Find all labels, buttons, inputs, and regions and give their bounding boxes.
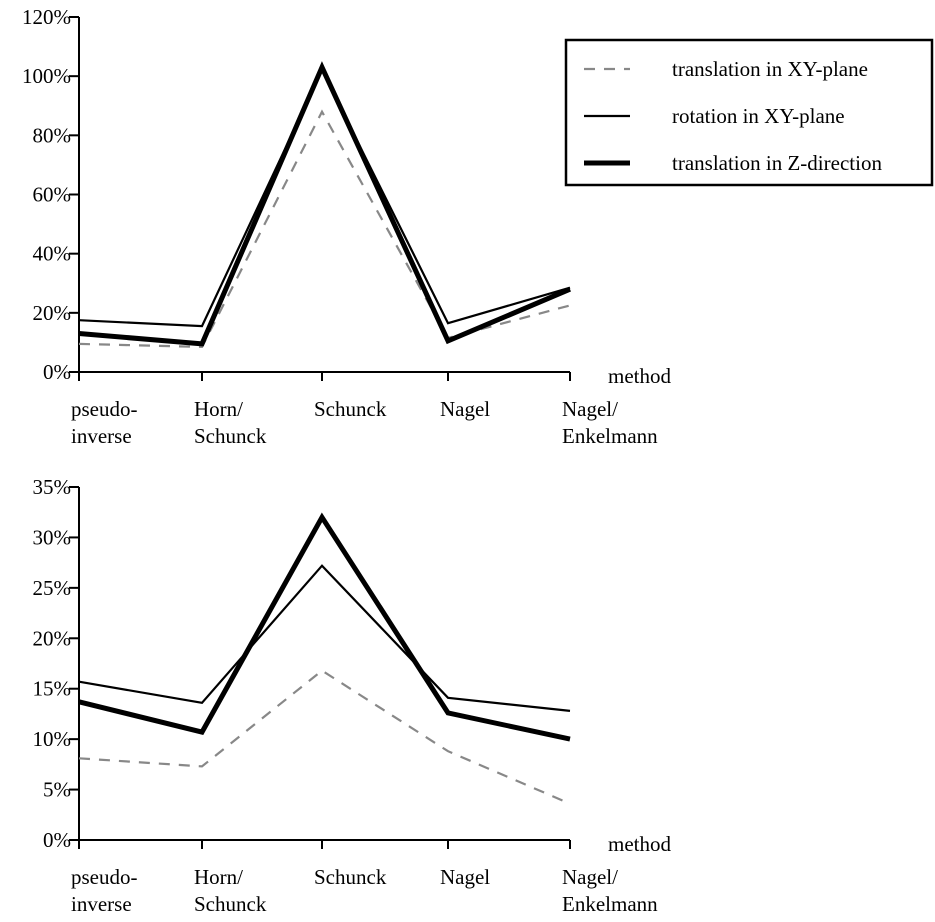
y-tick-label: 80% xyxy=(33,123,72,147)
y-tick-label: 30% xyxy=(33,525,72,549)
y-tick-label: 35% xyxy=(33,475,72,499)
series-line-thick xyxy=(78,512,571,742)
x-category-label: Nagel xyxy=(440,865,490,889)
legend: translation in XY-plane rotation in XY-pl… xyxy=(564,38,934,187)
x-category-label: Horn/Schunck xyxy=(194,397,267,448)
y-tick-label: 20% xyxy=(33,626,72,650)
y-tick-label: 5% xyxy=(43,778,71,802)
series-line-thin xyxy=(78,67,571,328)
y-tick-label: 20% xyxy=(33,301,72,325)
x-category-label: Schunck xyxy=(314,865,387,889)
series-line-thick xyxy=(78,61,571,347)
y-tick-label: 25% xyxy=(33,576,72,600)
legend-label: translation in XY-plane xyxy=(672,57,868,81)
y-tick-label: 0% xyxy=(43,828,71,852)
y-tick-label: 40% xyxy=(33,242,72,266)
legend-label: rotation in XY-plane xyxy=(672,104,845,128)
x-category-label: Schunck xyxy=(314,397,387,421)
x-category-label: pseudo-inverse xyxy=(71,397,138,448)
y-tick-label: 0% xyxy=(43,360,71,384)
x-category-label: Nagel xyxy=(440,397,490,421)
x-category-label: Nagel/Enkelmann xyxy=(562,865,658,916)
x-category-label: pseudo-inverse xyxy=(71,865,138,916)
series-line-dashed xyxy=(78,109,571,349)
x-axis-title: method xyxy=(608,364,671,388)
x-category-label: Nagel/Enkelmann xyxy=(562,397,658,448)
chart-bottom: 0% 5% 10% 15% 20% 25% 30% 35% pseudo-inverse Horn… xyxy=(33,475,672,916)
legend-label: translation in Z-direction xyxy=(672,151,882,175)
chart-top: 0% 20% 40% 60% 80% 100% 120% pseudo-inverse Horn… xyxy=(22,5,671,448)
y-tick-label: 100% xyxy=(22,64,71,88)
y-tick-label: 60% xyxy=(33,183,72,207)
y-tick-label: 10% xyxy=(33,727,72,751)
x-axis-title: method xyxy=(608,832,671,856)
x-category-label: Horn/Schunck xyxy=(194,865,267,916)
y-tick-label: 15% xyxy=(33,677,72,701)
series-line-dashed xyxy=(78,669,571,805)
y-tick-label: 120% xyxy=(22,5,71,29)
series-line-thin xyxy=(78,564,571,712)
